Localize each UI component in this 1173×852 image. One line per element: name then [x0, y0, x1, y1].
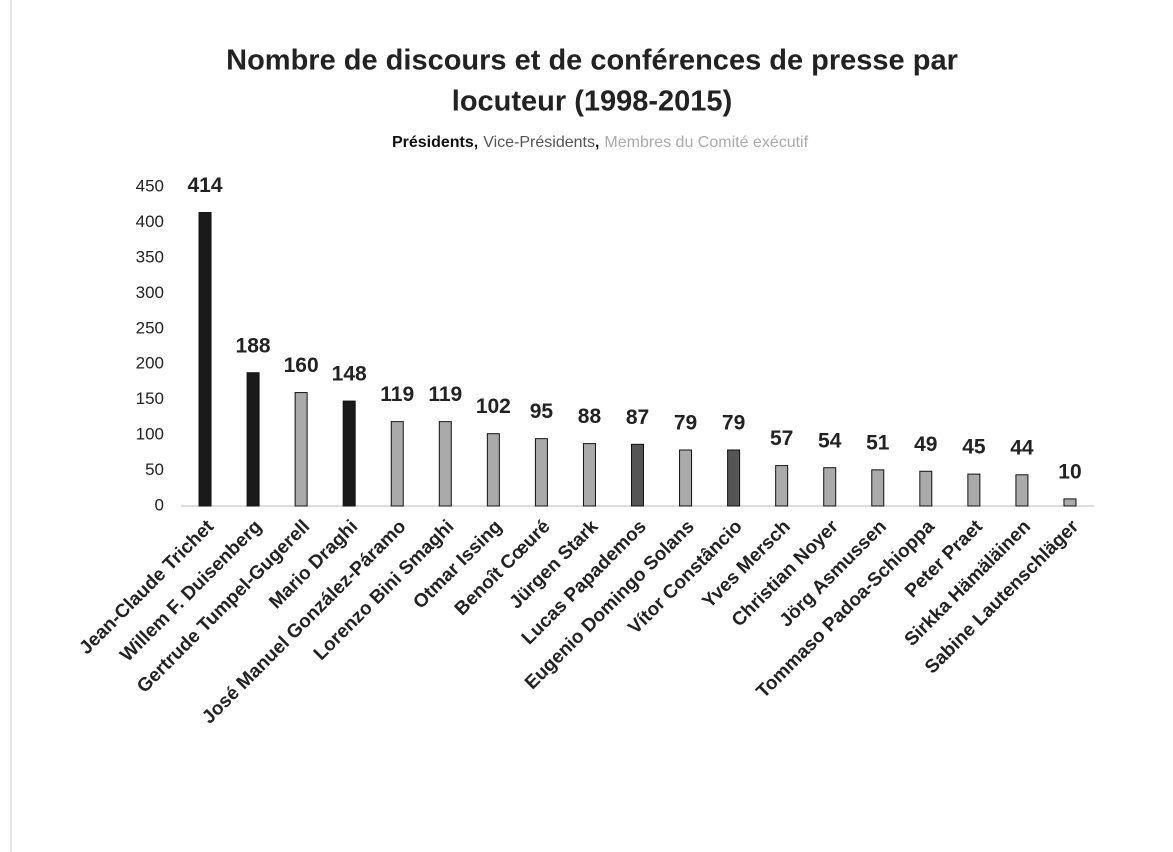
y-tick-label: 150: [136, 389, 164, 408]
value-label: 102: [476, 395, 511, 418]
bar: [438, 421, 452, 507]
bar: [679, 449, 693, 507]
bar: [390, 421, 404, 507]
bar: [342, 400, 356, 507]
value-label: 10: [1058, 460, 1081, 483]
chart-title: locuteur (1998-2015): [452, 86, 732, 118]
value-label: 188: [236, 334, 271, 357]
bar: [919, 470, 933, 507]
value-label: 79: [674, 412, 697, 435]
y-tick-label: 450: [136, 176, 164, 195]
bar: [871, 469, 885, 507]
subtitle-part: Membres du Comité exécutif: [604, 134, 808, 151]
value-label: 160: [284, 354, 319, 377]
y-tick-label: 300: [136, 283, 164, 302]
bar: [534, 438, 548, 507]
value-label: 79: [722, 412, 745, 435]
y-tick-label: 350: [136, 247, 164, 266]
value-label: 87: [626, 406, 649, 429]
y-tick-label: 100: [136, 425, 164, 444]
value-label: 54: [818, 429, 842, 452]
value-label: 119: [380, 383, 414, 406]
bar: [1015, 474, 1029, 507]
bar: [1063, 498, 1077, 507]
value-label: 88: [578, 405, 602, 428]
bar: [198, 212, 212, 507]
value-label: 57: [770, 427, 793, 450]
value-label: 49: [914, 433, 937, 456]
value-label: 119: [428, 383, 462, 406]
chart-title: Nombre de discours et de conférences de …: [226, 45, 958, 77]
value-label: 148: [332, 363, 367, 386]
y-tick-label: 250: [136, 318, 164, 337]
y-tick-label: 50: [145, 460, 164, 479]
value-label: 51: [866, 431, 890, 454]
bar: [631, 443, 644, 507]
subtitle-part: Présidents,: [392, 134, 478, 151]
bar: [486, 433, 500, 507]
subtitle-part: ,: [595, 134, 599, 151]
value-label: 44: [1010, 436, 1034, 459]
value-label: 45: [962, 436, 986, 459]
bar: [727, 449, 741, 507]
y-tick-label: 0: [155, 495, 164, 514]
bar: [775, 465, 789, 507]
y-tick-label: 200: [136, 354, 164, 373]
subtitle: Présidents, Vice-Présidents, Membres du Co…: [392, 134, 809, 151]
bar: [967, 473, 981, 507]
bar: [582, 443, 596, 507]
bar: [823, 467, 837, 507]
value-label: 95: [530, 400, 554, 423]
bar: [246, 372, 260, 507]
subtitle-part: Vice-Présidents: [483, 134, 595, 151]
value-label: 414: [188, 174, 223, 197]
bar: [294, 392, 308, 507]
y-tick-label: 400: [136, 212, 164, 231]
